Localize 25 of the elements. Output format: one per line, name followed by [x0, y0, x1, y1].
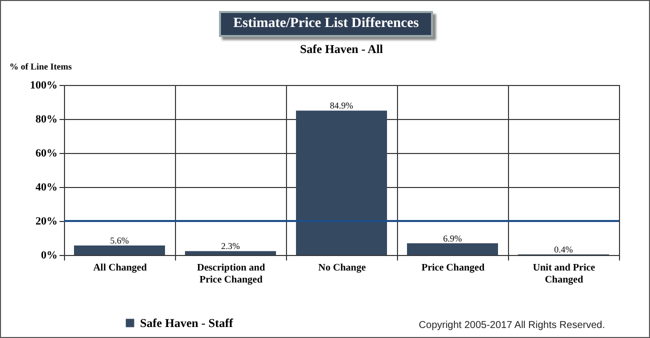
text: 84.9% — [330, 100, 354, 111]
y-tick-label: 100% — [30, 80, 58, 92]
chart-title: Estimate/Price List Differences — [219, 11, 433, 37]
text: 0.4% — [554, 244, 573, 254]
text: 6.9% — [443, 233, 462, 244]
bar — [74, 245, 166, 255]
legend-label: Safe Haven - Staff — [140, 316, 234, 330]
bar — [296, 110, 388, 255]
y-tick-label: 40% — [36, 182, 58, 194]
text: 2.3% — [221, 241, 240, 252]
y-axis-title: % of Line Items — [10, 62, 72, 72]
y-tick-label: 0% — [41, 250, 58, 262]
chart-subtitle: Safe Haven - All — [300, 42, 384, 56]
x-tick-label: Price Changed — [421, 262, 485, 274]
text: 5.6% — [110, 235, 129, 246]
text: Copyright 2005-2017 All Rights Reserved. — [418, 320, 605, 331]
x-tick-label: No Change — [318, 262, 366, 274]
bar — [406, 243, 498, 255]
y-tick-label: 20% — [36, 216, 58, 228]
x-tick-label: Description and Price Changed — [196, 262, 266, 286]
y-tick-label: 80% — [36, 114, 58, 126]
bar — [184, 251, 276, 255]
x-tick-label: All Changed — [93, 262, 148, 274]
y-tick-label: 60% — [36, 148, 58, 160]
x-tick-label: Unit and Price Changed — [532, 262, 596, 286]
